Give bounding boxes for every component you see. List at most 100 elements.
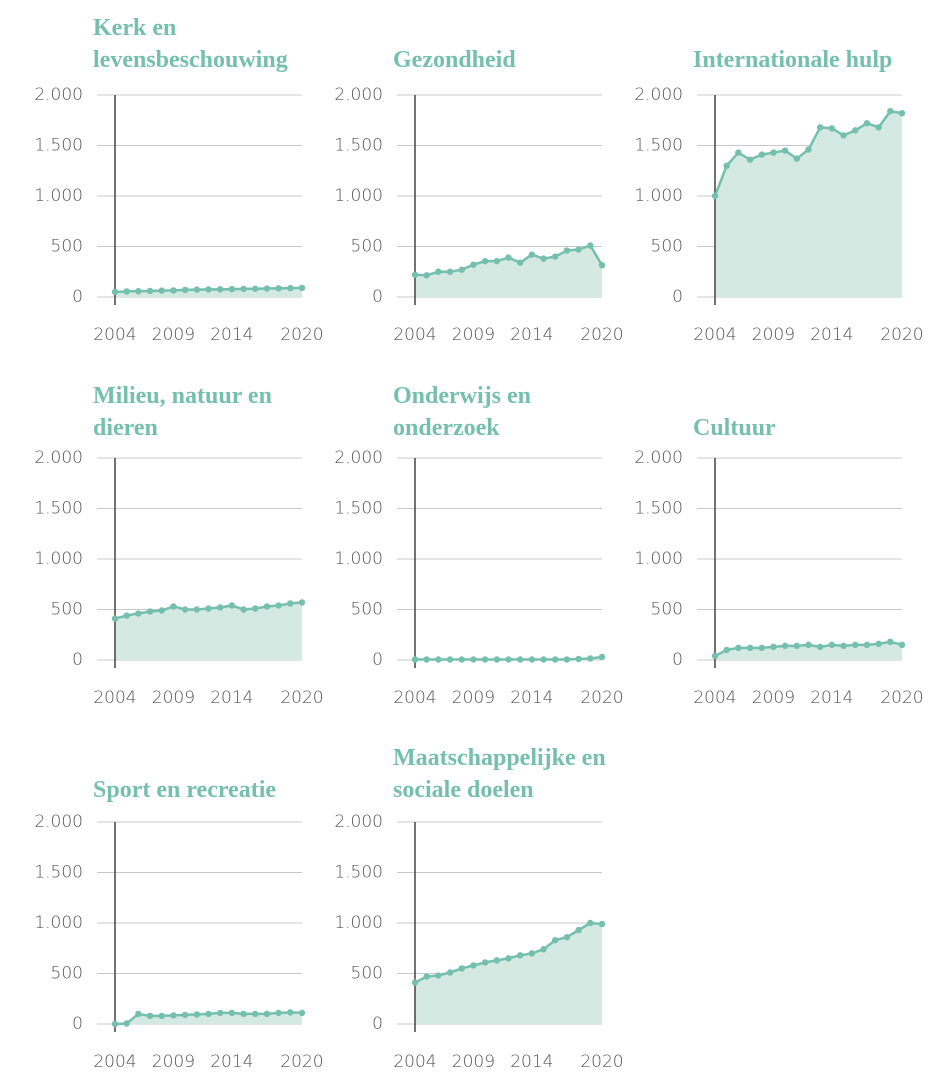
- point: [587, 655, 594, 662]
- y-tick-label: 2.000: [334, 812, 383, 832]
- point: [205, 286, 212, 293]
- point: [123, 612, 130, 619]
- x-tick-label: 2004: [693, 325, 736, 345]
- point: [493, 257, 501, 265]
- point: [146, 608, 154, 615]
- point: [598, 653, 606, 661]
- point: [516, 656, 524, 663]
- point: [575, 926, 582, 934]
- point: [111, 288, 119, 296]
- x-tick-label: 2020: [580, 325, 623, 345]
- point: [170, 287, 177, 294]
- point: [287, 284, 294, 292]
- y-tick-label: 2.000: [334, 85, 383, 105]
- y-tick-label: 500: [351, 237, 383, 257]
- x-tick-label: 2009: [152, 325, 195, 345]
- point: [275, 285, 282, 292]
- y-tick-label: 0: [372, 650, 383, 670]
- point: [598, 920, 606, 928]
- point: [723, 646, 730, 654]
- x-tick-label: 2020: [280, 1052, 323, 1072]
- point: [793, 155, 801, 162]
- point: [470, 962, 477, 969]
- point: [758, 151, 765, 158]
- point: [516, 952, 524, 959]
- x-tick-label: 2020: [880, 325, 923, 345]
- point: [446, 969, 454, 976]
- y-tick-label: 0: [372, 287, 383, 307]
- point: [875, 640, 882, 648]
- point: [563, 656, 571, 663]
- point: [411, 979, 419, 986]
- x-tick-label: 2009: [152, 1052, 195, 1072]
- point: [252, 1010, 259, 1018]
- area: [415, 923, 602, 1024]
- y-tick-label: 1.000: [334, 913, 383, 933]
- point: [540, 946, 547, 953]
- x-tick-label: 2004: [93, 1052, 136, 1072]
- y-tick-label: 2.000: [634, 85, 683, 105]
- point: [770, 149, 777, 156]
- point: [181, 286, 189, 294]
- chart-title: Sport en recreatie: [93, 777, 277, 803]
- point: [481, 959, 489, 966]
- point: [598, 261, 606, 269]
- y-tick-label: 0: [72, 287, 83, 307]
- point: [481, 656, 489, 663]
- point: [170, 1012, 177, 1019]
- point: [170, 603, 177, 610]
- point: [146, 287, 154, 295]
- point: [563, 247, 571, 254]
- point: [446, 268, 454, 275]
- point: [552, 936, 559, 944]
- y-tick-label: 0: [672, 650, 683, 670]
- point: [711, 652, 719, 660]
- x-tick-label: 2009: [452, 1052, 495, 1072]
- chart-title: Cultuur: [693, 415, 776, 441]
- x-tick-label: 2014: [510, 1052, 553, 1072]
- y-tick-label: 500: [351, 600, 383, 620]
- y-tick-label: 500: [651, 600, 683, 620]
- point: [575, 655, 582, 663]
- point: [805, 146, 812, 153]
- point: [298, 599, 306, 606]
- x-tick-label: 2009: [452, 688, 495, 708]
- point: [193, 606, 201, 613]
- point: [805, 641, 812, 649]
- point: [540, 255, 547, 262]
- point: [423, 973, 430, 980]
- y-tick-label: 2.000: [34, 448, 83, 468]
- point: [528, 950, 536, 957]
- x-tick-label: 2020: [280, 325, 323, 345]
- y-tick-label: 1.500: [634, 136, 683, 156]
- point: [181, 606, 189, 613]
- point: [158, 287, 165, 294]
- point: [228, 1009, 236, 1017]
- point: [516, 259, 524, 266]
- point: [781, 642, 789, 650]
- x-tick-label: 2009: [752, 688, 795, 708]
- point: [746, 644, 754, 652]
- point: [423, 656, 430, 663]
- point: [111, 1020, 119, 1028]
- point: [781, 147, 789, 154]
- x-tick-label: 2014: [210, 1052, 253, 1072]
- point: [528, 251, 536, 258]
- point: [587, 242, 594, 249]
- y-tick-label: 0: [72, 1014, 83, 1034]
- y-tick-label: 1.500: [334, 136, 383, 156]
- point: [216, 604, 224, 611]
- x-tick-label: 2014: [210, 688, 253, 708]
- point: [263, 1010, 271, 1018]
- x-tick-label: 2014: [510, 688, 553, 708]
- point: [840, 642, 847, 650]
- x-tick-label: 2014: [210, 325, 253, 345]
- point: [111, 615, 119, 622]
- y-tick-label: 2.000: [634, 448, 683, 468]
- point: [828, 641, 836, 649]
- point: [493, 656, 501, 663]
- y-tick-label: 1.000: [34, 913, 83, 933]
- point: [816, 643, 824, 651]
- point: [298, 1009, 306, 1017]
